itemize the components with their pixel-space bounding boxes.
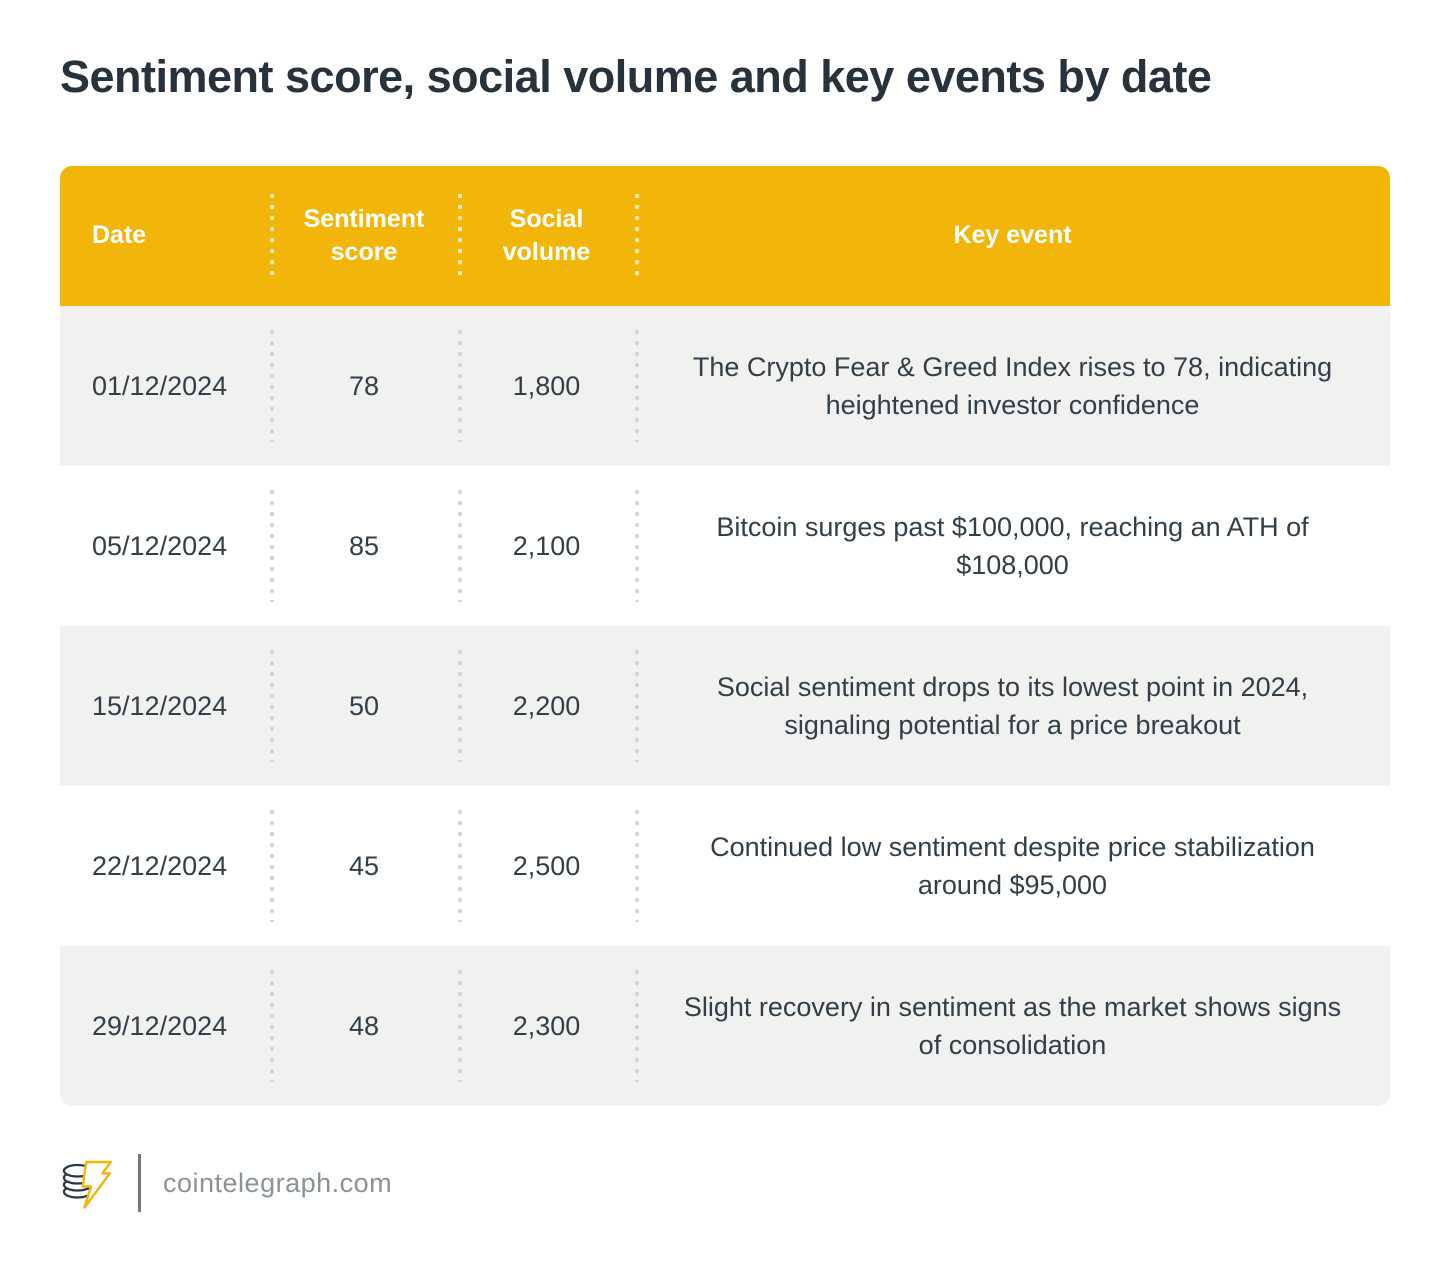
social-volume-cell: 2,100	[512, 530, 581, 561]
column-divider	[458, 649, 462, 762]
key-event-cell: Bitcoin surges past $100,000, reaching a…	[716, 511, 1309, 580]
column-divider	[458, 489, 462, 602]
table-row: 22/12/2024 45 2,500 Continued low sentim…	[60, 785, 1390, 946]
column-divider	[635, 649, 639, 762]
footer: cointelegraph.com	[60, 1152, 392, 1214]
social-volume-cell: 1,800	[512, 370, 581, 401]
column-divider	[635, 193, 639, 278]
table-header-row: Date Sentiment score Social volume Key e…	[60, 165, 1390, 306]
column-divider	[458, 193, 462, 278]
column-header-date: Date	[92, 221, 147, 249]
date-cell: 05/12/2024	[92, 530, 228, 561]
column-divider	[635, 329, 639, 442]
page-title: Sentiment score, social volume and key e…	[60, 51, 1212, 102]
column-divider	[270, 809, 274, 922]
column-divider	[270, 649, 274, 762]
date-cell: 01/12/2024	[92, 370, 228, 401]
table-row: 01/12/2024 78 1,800 The Crypto Fear & Gr…	[60, 305, 1390, 466]
footer-site-label: cointelegraph.com	[163, 1167, 393, 1198]
sentiment-score-cell: 50	[348, 690, 380, 721]
column-divider	[458, 329, 462, 442]
column-divider	[270, 969, 274, 1082]
column-header-social-volume: Social volume	[502, 204, 591, 266]
key-event-cell: Continued low sentiment despite price st…	[710, 831, 1315, 900]
table-row: 29/12/2024 48 2,300 Slight recovery in s…	[60, 945, 1390, 1106]
column-header-sentiment-score: Sentiment score	[303, 204, 425, 266]
key-event-cell: Slight recovery in sentiment as the mark…	[683, 991, 1342, 1060]
column-divider	[635, 489, 639, 602]
table-row: 15/12/2024 50 2,200 Social sentiment dro…	[60, 625, 1390, 786]
date-cell: 15/12/2024	[92, 690, 228, 721]
sentiment-table: Date Sentiment score Social volume Key e…	[60, 165, 1390, 1106]
column-divider	[270, 489, 274, 602]
social-volume-cell: 2,200	[512, 690, 581, 721]
sentiment-score-cell: 45	[348, 850, 380, 881]
sentiment-score-cell: 78	[348, 370, 380, 401]
footer-divider	[138, 1154, 141, 1212]
sentiment-score-cell: 48	[348, 1010, 380, 1041]
cointelegraph-logo-icon	[62, 1160, 112, 1209]
column-header-key-event: Key event	[953, 221, 1072, 249]
social-volume-cell: 2,300	[512, 1010, 581, 1041]
column-divider	[458, 809, 462, 922]
infographic-page: Sentiment score, social volume and key e…	[60, 51, 1390, 1106]
table-row: 05/12/2024 85 2,100 Bitcoin surges past …	[60, 465, 1390, 626]
sentiment-score-cell: 85	[348, 530, 380, 561]
column-divider	[635, 809, 639, 922]
column-divider	[270, 193, 274, 278]
column-divider	[270, 329, 274, 442]
date-cell: 29/12/2024	[92, 1010, 228, 1041]
column-divider	[635, 969, 639, 1082]
column-divider	[458, 969, 462, 1082]
key-event-cell: Social sentiment drops to its lowest poi…	[716, 671, 1309, 740]
social-volume-cell: 2,500	[512, 850, 581, 881]
key-event-cell: The Crypto Fear & Greed Index rises to 7…	[692, 351, 1333, 420]
date-cell: 22/12/2024	[92, 850, 228, 881]
